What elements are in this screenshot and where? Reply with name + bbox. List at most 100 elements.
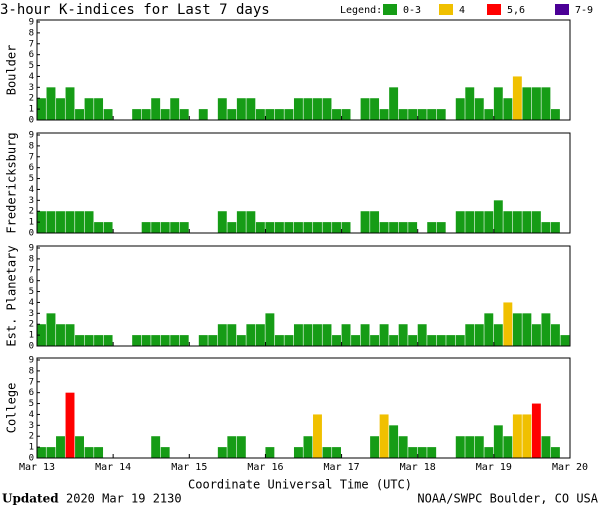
bar [217, 211, 227, 233]
bar [408, 335, 418, 346]
bar [198, 335, 208, 346]
bar [408, 447, 418, 458]
bar [541, 87, 551, 120]
bar [103, 335, 113, 346]
panel-label: Boulder [5, 45, 19, 96]
bar [370, 98, 380, 120]
bar [408, 109, 418, 120]
bar [75, 335, 84, 346]
bar [465, 211, 475, 233]
bar [503, 302, 513, 346]
bar [379, 414, 389, 458]
legend-swatch [555, 4, 569, 15]
bar [227, 436, 237, 458]
bar [141, 109, 151, 120]
y-tick-label: 6 [29, 163, 34, 173]
bar [417, 109, 427, 120]
bar [84, 447, 94, 458]
x-tick-label: Mar 14 [95, 462, 131, 473]
bar [293, 98, 303, 120]
bar [94, 447, 104, 458]
bar [313, 324, 322, 346]
y-tick-label: 1 [29, 331, 34, 341]
x-axis-label: Coordinate Universal Time (UTC) [188, 478, 412, 492]
bar [522, 87, 532, 120]
bar [512, 414, 522, 458]
bar [379, 109, 389, 120]
bar [322, 222, 332, 233]
bar [560, 335, 570, 346]
bar [455, 335, 465, 346]
y-tick-label: 7 [29, 265, 34, 275]
bar [227, 222, 237, 233]
bar [103, 222, 113, 233]
bar [389, 425, 399, 458]
bar [246, 98, 256, 120]
bar [398, 436, 408, 458]
bar [246, 211, 256, 233]
bar [151, 436, 161, 458]
bar [170, 335, 180, 346]
bar [427, 222, 437, 233]
bar [474, 436, 484, 458]
footer-date: 2020 Mar 19 2130 [66, 492, 182, 506]
bar [332, 335, 341, 346]
y-tick-label: 5 [29, 174, 34, 184]
bar [341, 324, 351, 346]
bar [531, 324, 541, 346]
bar [293, 447, 303, 458]
y-tick-label: 8 [29, 28, 34, 38]
bar [170, 98, 180, 120]
bar [217, 324, 227, 346]
bar [322, 447, 332, 458]
bar [160, 447, 170, 458]
bar [56, 211, 65, 233]
bar [484, 211, 494, 233]
bar [484, 447, 494, 458]
bar [151, 335, 161, 346]
bar [65, 392, 75, 458]
bar [503, 436, 513, 458]
bar [322, 324, 332, 346]
bar [493, 425, 503, 458]
bar [65, 87, 75, 120]
bar [522, 211, 532, 233]
y-tick-label: 4 [29, 410, 34, 420]
y-tick-label: 3 [29, 309, 34, 319]
legend-label: 7-9 [575, 5, 593, 16]
y-tick-label: 9 [29, 244, 34, 254]
bar [455, 436, 465, 458]
bar [160, 109, 170, 120]
bar [94, 98, 104, 120]
legend-title: Legend: [340, 5, 382, 16]
y-tick-label: 8 [29, 254, 34, 264]
bar [474, 211, 484, 233]
y-tick-label: 1 [29, 218, 34, 228]
bar [550, 324, 560, 346]
bar [84, 335, 94, 346]
bar [550, 447, 560, 458]
bar [37, 324, 46, 346]
bar [332, 447, 341, 458]
bar [198, 109, 208, 120]
y-tick-label: 8 [29, 366, 34, 376]
bar [550, 109, 560, 120]
y-tick-label: 0 [29, 116, 34, 126]
bar [284, 335, 294, 346]
y-tick-label: 4 [29, 298, 34, 308]
bar [417, 447, 427, 458]
y-tick-label: 1 [29, 443, 34, 453]
y-tick-label: 7 [29, 377, 34, 387]
bar [103, 109, 113, 120]
bar [531, 87, 541, 120]
bar [208, 335, 218, 346]
bar [236, 436, 246, 458]
x-tick-label: Mar 17 [324, 462, 360, 473]
bar [236, 335, 246, 346]
y-tick-label: 6 [29, 50, 34, 60]
y-tick-label: 2 [29, 432, 34, 442]
bar [274, 222, 284, 233]
bar [303, 324, 313, 346]
bar [493, 200, 503, 233]
bar [427, 335, 437, 346]
